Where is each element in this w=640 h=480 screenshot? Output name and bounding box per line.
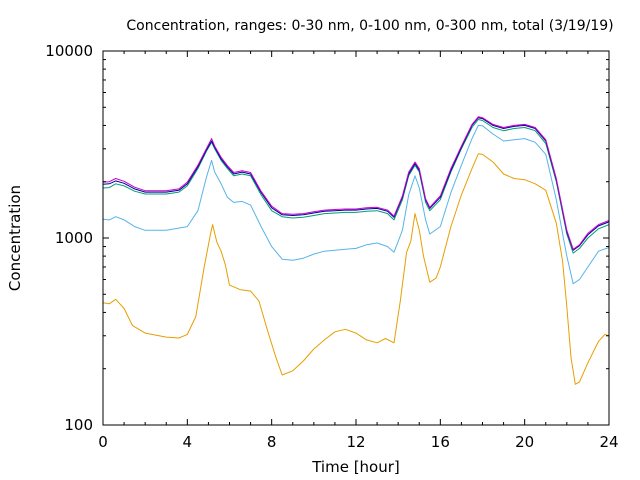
series-line-3 <box>102 119 610 254</box>
series-line-1 <box>102 153 610 385</box>
series-layer <box>102 116 610 385</box>
series-line-4 <box>102 117 610 251</box>
x-tick-label: 24 <box>599 433 618 451</box>
y-axis-label: Concentration <box>6 185 24 291</box>
x-axis-label: Time [hour] <box>311 458 400 476</box>
x-tick-label: 4 <box>183 433 193 451</box>
series-line-2 <box>102 124 610 285</box>
x-tick-label: 0 <box>98 433 108 451</box>
axis-ticks: 0 4 8 12 16 20 24 100 1000 10000 <box>45 42 618 451</box>
series-line-5 <box>102 116 610 250</box>
x-tick-label: 20 <box>515 433 534 451</box>
y-tick-label: 100 <box>64 416 93 434</box>
x-tick-label: 8 <box>267 433 277 451</box>
y-tick-label: 1000 <box>55 229 93 247</box>
y-tick-label: 10000 <box>45 42 93 60</box>
x-tick-label: 12 <box>346 433 365 451</box>
x-tick-label: 16 <box>431 433 450 451</box>
chart-title: Concentration, ranges: 0-30 nm, 0-100 nm… <box>126 18 613 34</box>
